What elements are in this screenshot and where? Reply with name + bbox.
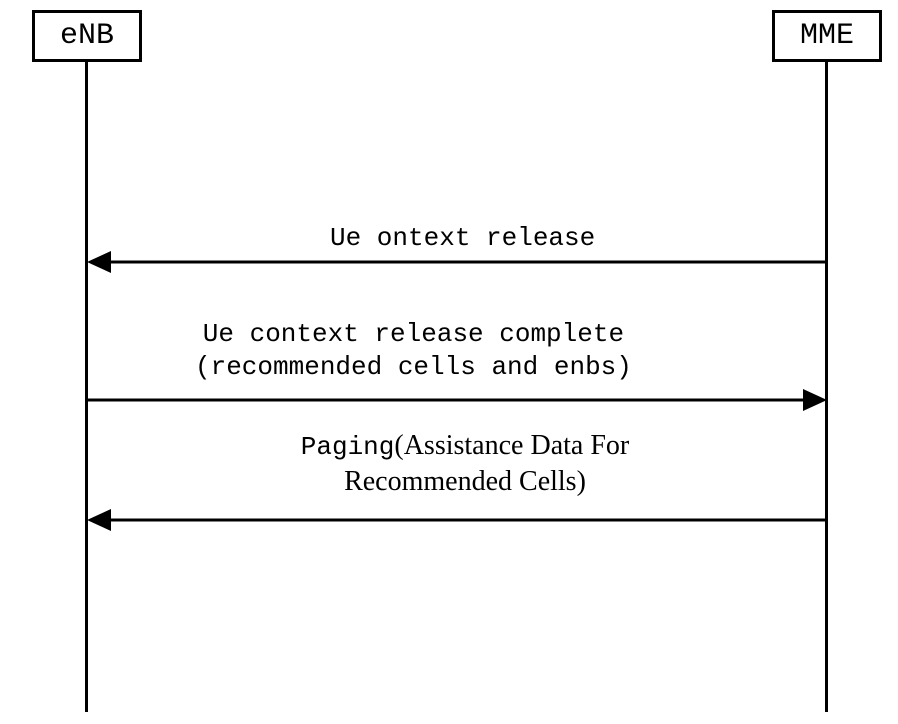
sequence-diagram: eNB MME Ue ontext release Ue context rel…	[0, 0, 898, 724]
message-arrow-3	[0, 0, 898, 724]
